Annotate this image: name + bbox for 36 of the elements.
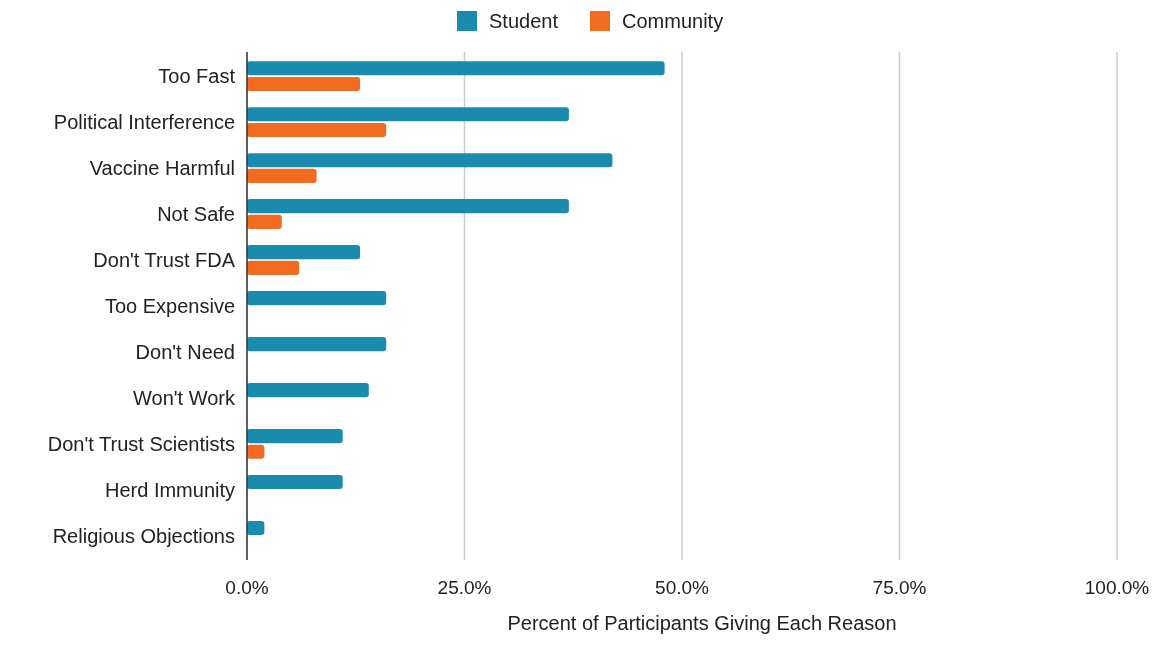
- bar: [247, 260, 300, 275]
- bar: [247, 122, 387, 138]
- bar: [247, 214, 282, 229]
- bar: [247, 520, 265, 536]
- bar: [247, 383, 369, 398]
- x-tick-label: 50.0%: [655, 577, 710, 598]
- bar: [247, 153, 613, 168]
- bar: [247, 168, 317, 184]
- bar: [247, 245, 361, 260]
- y-tick-label: Don't Trust FDA: [93, 249, 236, 272]
- bar: [247, 291, 387, 306]
- x-tick-label: 100.0%: [1084, 577, 1150, 598]
- bar: [247, 61, 665, 76]
- bar: [247, 444, 265, 459]
- x-tick-label: 25.0%: [437, 577, 492, 598]
- y-tick-label: Vaccine Harmful: [89, 157, 235, 180]
- bar: [247, 337, 387, 352]
- bar: [247, 107, 569, 122]
- y-tick-label: Too Fast: [158, 65, 236, 88]
- y-tick-label: Don't Need: [135, 340, 235, 363]
- bar: [247, 76, 361, 92]
- bar: [247, 199, 569, 214]
- y-tick-label: Don't Trust Scientists: [47, 432, 235, 455]
- x-tick-label: 75.0%: [872, 577, 927, 598]
- x-tick-label: 0.0%: [225, 577, 269, 598]
- y-tick-label: Herd Immunity: [104, 478, 235, 501]
- y-tick-label: Religious Objections: [52, 524, 235, 547]
- y-tick-label: Political Interference: [53, 111, 235, 134]
- legend-label: Student: [489, 10, 559, 32]
- y-tick-label: Too Expensive: [104, 295, 235, 317]
- x-axis-title: Percent of Participants Giving Each Reason: [507, 612, 897, 634]
- legend-label: Community: [622, 10, 724, 32]
- y-tick-label: Won't Work: [133, 386, 236, 409]
- y-tick-label: Not Safe: [157, 203, 235, 226]
- bar: [247, 428, 343, 444]
- bar: [247, 474, 343, 490]
